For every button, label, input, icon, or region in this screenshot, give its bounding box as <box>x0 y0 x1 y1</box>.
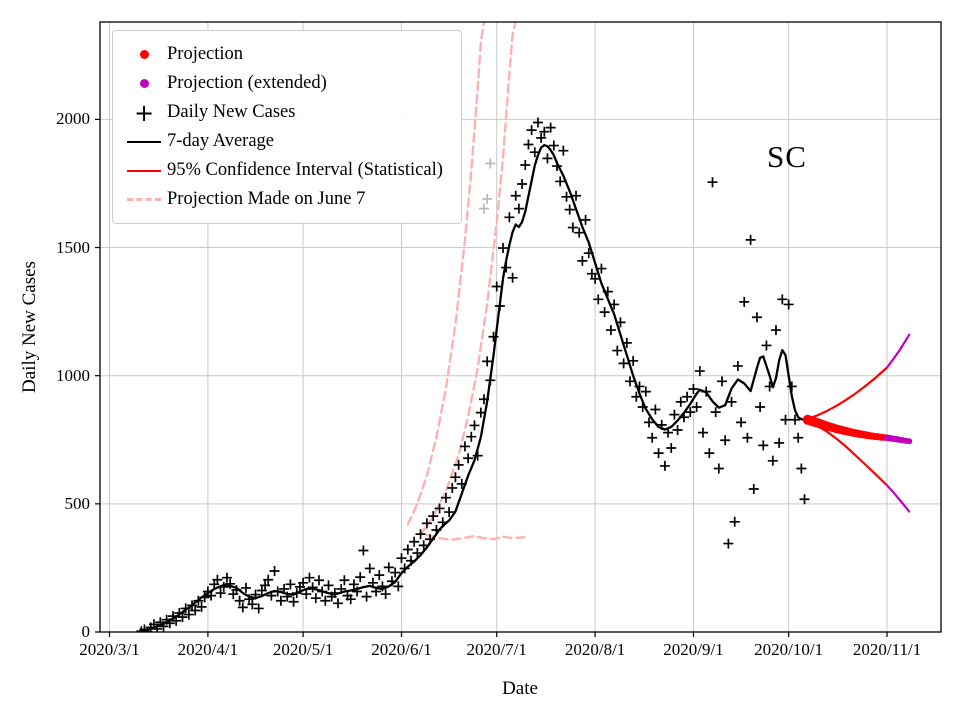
legend-label: 7-day Average <box>167 131 275 151</box>
plus-marker-icon: + <box>133 98 155 127</box>
y-tick-label: 1500 <box>56 237 90 257</box>
x-tick-label: 2020/7/1 <box>466 640 527 659</box>
x-tick-label: 2020/10/1 <box>754 640 824 659</box>
legend-label: Projection Made on June 7 <box>167 189 366 209</box>
x-tick-label: 2020/11/1 <box>852 640 922 659</box>
black-line-icon <box>121 140 167 143</box>
legend-item-projection-extended: Projection (extended) <box>121 69 443 98</box>
legend-item-confidence-interval: 95% Confidence Interval (Statistical) <box>121 156 443 185</box>
legend-label: 95% Confidence Interval (Statistical) <box>167 160 443 180</box>
red-line-icon <box>121 169 167 172</box>
x-tick-label: 2020/6/1 <box>371 640 432 659</box>
projection-dot-icon <box>121 50 167 59</box>
projection-extended-dot-icon <box>121 79 167 88</box>
x-tick-label: 2020/5/1 <box>272 640 334 659</box>
x-tick-label: 2020/3/1 <box>79 640 140 659</box>
y-tick-label: 1000 <box>56 365 90 385</box>
y-tick-label: 2000 <box>56 109 90 129</box>
x-tick-label: 2020/8/1 <box>564 640 626 659</box>
x-axis-label: Date <box>502 678 538 699</box>
legend-item-7-day-average: 7-day Average <box>121 127 443 156</box>
y-tick-label: 0 <box>81 622 91 641</box>
legend-label: Daily New Cases <box>167 102 296 122</box>
x-tick-label: 2020/4/1 <box>177 640 239 659</box>
y-tick-label: 500 <box>64 493 91 513</box>
legend-item-daily-new-cases: + Daily New Cases <box>121 98 443 127</box>
legend-label: Projection <box>167 44 244 64</box>
legend: Projection Projection (extended) + Daily… <box>112 30 462 224</box>
y-axis-label: Daily New Cases <box>19 261 40 393</box>
legend-item-june7-projection: Projection Made on June 7 <box>121 185 443 214</box>
legend-item-projection: Projection <box>121 40 443 69</box>
legend-label: Projection (extended) <box>167 73 327 93</box>
pink-dashed-line-icon <box>121 198 167 201</box>
state-annotation: SC <box>767 139 807 174</box>
x-tick-label: 2020/9/1 <box>663 640 724 659</box>
